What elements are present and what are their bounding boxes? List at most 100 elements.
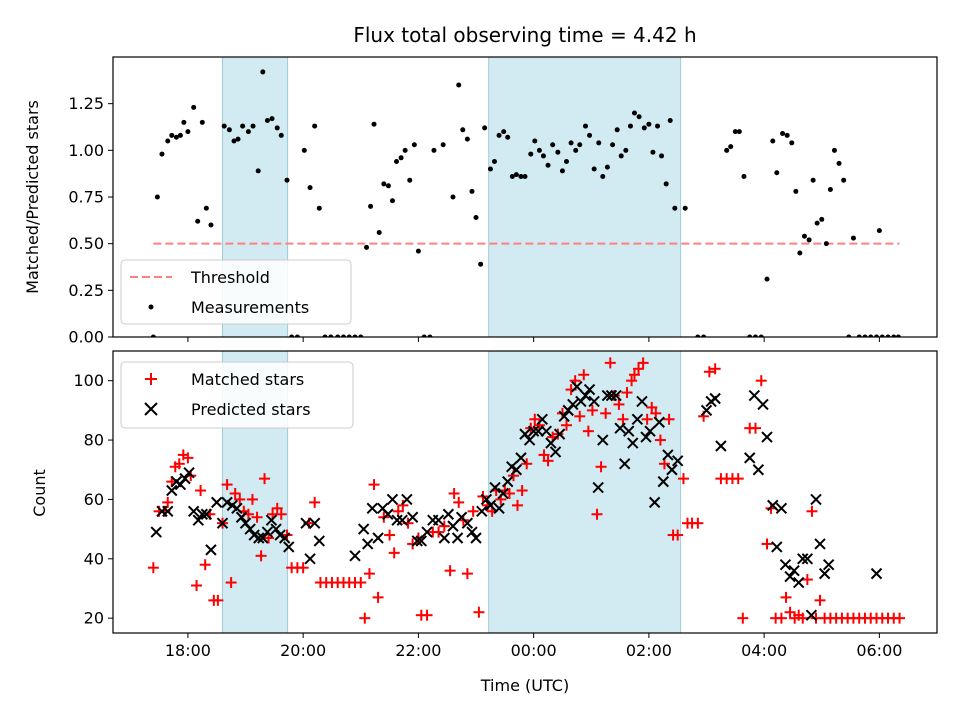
measurement-point xyxy=(440,142,446,148)
measurement-point xyxy=(245,129,251,135)
measurement-point xyxy=(793,188,799,194)
matched-stars-point xyxy=(552,428,564,440)
predicted-stars-point xyxy=(553,428,566,440)
measurement-point xyxy=(655,123,661,129)
matched-stars-point xyxy=(473,606,485,618)
measurement-point xyxy=(736,129,742,135)
matched-stars-point xyxy=(516,485,528,497)
predicted-stars-point xyxy=(470,532,482,544)
matched-stars-point xyxy=(221,479,233,491)
predicted-stars-point xyxy=(558,410,570,423)
measurement-point xyxy=(482,125,488,131)
predicted-stars-point xyxy=(300,517,312,529)
measurement-point xyxy=(701,334,707,337)
predicted-stars-point xyxy=(523,434,536,446)
predicted-stars-point xyxy=(497,487,509,500)
measurement-point xyxy=(618,153,624,159)
predicted-stars-point xyxy=(583,383,596,396)
measurement-point xyxy=(402,147,408,153)
predicted-stars-point xyxy=(313,535,325,547)
bottom-x-tick-label: 18:00 xyxy=(165,641,211,660)
predicted-stars-point xyxy=(771,541,783,553)
predicted-stars-point xyxy=(545,437,557,449)
predicted-stars-point xyxy=(605,389,618,402)
measurement-point xyxy=(831,147,837,153)
measurement-point xyxy=(307,185,313,191)
predicted-stars-point xyxy=(805,609,818,621)
predicted-stars-point xyxy=(279,532,291,544)
predicted-stars-point xyxy=(801,553,814,565)
measurement-point xyxy=(641,125,647,131)
measurement-point xyxy=(328,334,334,337)
predicted-stars-point xyxy=(636,395,648,408)
measurement-point xyxy=(509,173,515,179)
measurements-legend-swatch xyxy=(148,304,154,310)
measurement-point xyxy=(682,205,688,211)
predicted-stars-point xyxy=(536,413,548,425)
measurement-point xyxy=(491,159,497,165)
measurement-point xyxy=(415,248,421,254)
bottom-legend-frame xyxy=(120,361,354,429)
bottom-x-tick-label: 20:00 xyxy=(280,641,326,660)
predicted-stars-point xyxy=(406,511,419,523)
measurement-point xyxy=(340,334,346,337)
top-legend-frame xyxy=(120,259,352,325)
measurement-point xyxy=(819,216,825,222)
measurement-point xyxy=(385,183,391,189)
measurement-point xyxy=(284,177,290,183)
predicted-stars-point xyxy=(510,464,523,476)
measurement-point xyxy=(555,149,561,155)
measurement-point xyxy=(469,188,475,194)
matched-stars-point xyxy=(737,612,749,624)
predicted-stars-point xyxy=(671,455,684,467)
measurement-point xyxy=(191,104,197,110)
predicted-stars-point xyxy=(401,493,413,506)
predicted-stars-point xyxy=(540,425,553,437)
matched-stars-point xyxy=(297,562,309,574)
predicted-stars-point xyxy=(187,505,200,518)
measurement-point xyxy=(450,194,456,200)
matched-stars-point xyxy=(663,413,675,425)
measurement-point xyxy=(747,334,753,337)
measurement-point xyxy=(260,69,266,75)
predicted-stars-point xyxy=(357,523,370,535)
measurement-point xyxy=(394,159,400,165)
measurement-point xyxy=(540,153,546,159)
predicted-stars-point xyxy=(244,523,256,535)
measurement-point xyxy=(522,173,528,179)
measurement-point xyxy=(165,138,171,144)
measurement-point xyxy=(627,123,633,129)
predicted-stars-point xyxy=(183,466,195,479)
measurement-point xyxy=(240,123,246,129)
measurement-point xyxy=(421,334,427,337)
matched-stars-legend-swatch xyxy=(145,373,157,385)
predicted-stars-point xyxy=(810,493,822,506)
measurement-point xyxy=(577,142,583,148)
measurement-point xyxy=(732,129,738,135)
measurement-point xyxy=(371,121,377,127)
measurement-point xyxy=(827,187,833,193)
matched-stars-point xyxy=(444,565,456,577)
predicted-stars-point xyxy=(657,475,670,488)
predicted-stars-point xyxy=(592,481,604,494)
predicted-stars-point xyxy=(366,502,379,515)
measurement-point xyxy=(764,276,770,282)
matched-stars-point xyxy=(191,580,203,592)
matched-stars-point xyxy=(641,413,653,425)
matched-stars-point xyxy=(372,591,384,603)
predicted-stars-point xyxy=(253,532,265,544)
predicted-stars-point xyxy=(567,398,579,411)
matched-stars-point xyxy=(797,612,809,624)
measurement-point xyxy=(850,235,856,241)
predicted-stars-point xyxy=(601,389,614,402)
measurement-point xyxy=(528,151,534,157)
measurement-point xyxy=(559,168,565,174)
bottom-x-tick-label: 00:00 xyxy=(511,641,557,660)
measurement-point xyxy=(335,334,341,337)
measurement-point xyxy=(150,334,156,337)
matched-stars-point xyxy=(784,606,796,618)
predicted-stars-point xyxy=(447,520,459,532)
measurement-point xyxy=(876,228,882,234)
measurement-point xyxy=(891,334,897,337)
predicted-stars-point xyxy=(372,532,384,544)
